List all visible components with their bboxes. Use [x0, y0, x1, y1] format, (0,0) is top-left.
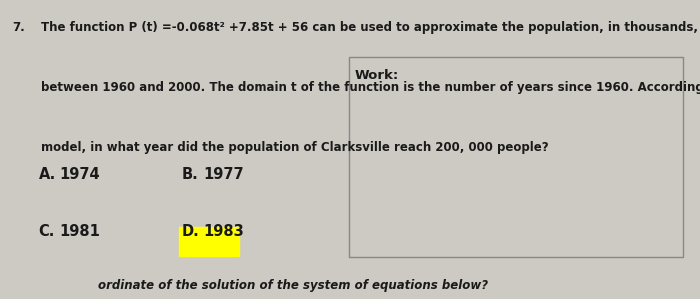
Text: B.: B.: [182, 167, 199, 182]
Text: 1983: 1983: [203, 224, 244, 239]
Text: 1974: 1974: [60, 167, 100, 182]
Text: between 1960 and 2000. The domain t of the function is the number of years since: between 1960 and 2000. The domain t of t…: [41, 81, 700, 94]
Text: C.: C.: [38, 224, 55, 239]
Text: The function P (t) =-0.068t² +7.85t + 56 can be used to approximate the populati: The function P (t) =-0.068t² +7.85t + 56…: [41, 21, 700, 34]
Text: 1981: 1981: [60, 224, 100, 239]
Text: D.: D.: [182, 224, 199, 239]
Text: ordinate of the solution of the system of equations below?: ordinate of the solution of the system o…: [98, 279, 488, 292]
Text: 7.: 7.: [13, 21, 25, 34]
Text: model, in what year did the population of Clarksville reach 200, 000 people?: model, in what year did the population o…: [41, 141, 548, 153]
Text: 1977: 1977: [203, 167, 244, 182]
Text: Work:: Work:: [354, 69, 398, 82]
Text: A.: A.: [38, 167, 56, 182]
